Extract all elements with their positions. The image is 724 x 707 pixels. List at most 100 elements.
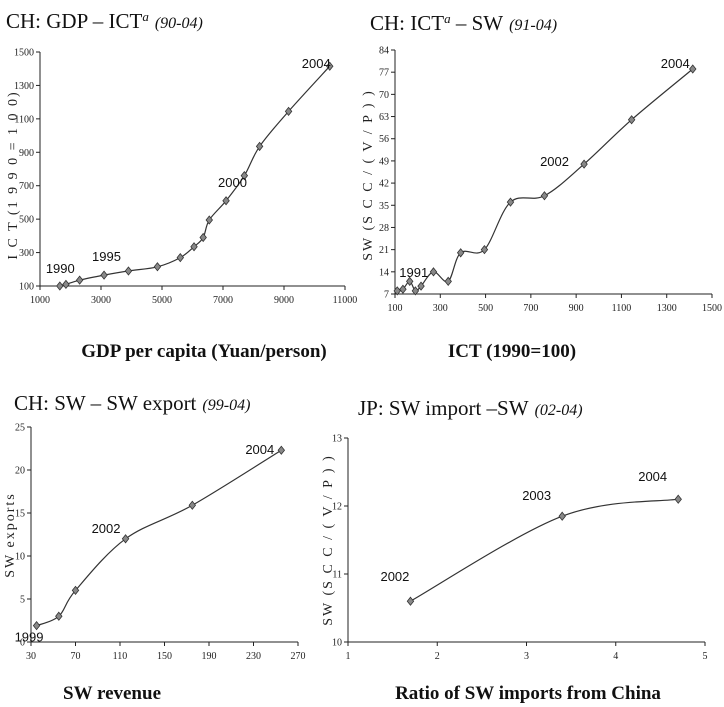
x-tick-label: 1: [346, 651, 351, 662]
data-point: [124, 266, 133, 276]
x-tick-label: 1000: [30, 295, 50, 306]
data-point: [71, 585, 80, 596]
panel-gdp-ict: CH: GDP – ICTa (90-04) GDP per capita (Yu…: [6, 9, 357, 363]
year-annotation: 1991: [399, 265, 428, 280]
y-tick-label: 77: [379, 68, 389, 79]
y-tick-label: 1100: [14, 114, 34, 125]
data-point: [255, 141, 264, 152]
y-axis-label: I C T (1 9 9 0 = 1 0 0): [6, 90, 21, 259]
year-annotation: 1990: [46, 261, 75, 276]
y-tick-label: 28: [379, 223, 389, 234]
data-point: [190, 242, 198, 252]
x-tick-label: 700: [523, 303, 538, 314]
y-tick-label: 70: [379, 90, 389, 101]
data-point: [393, 286, 401, 296]
year-annotation: 2004: [638, 469, 667, 484]
year-annotation: 1999: [15, 630, 44, 645]
x-tick-label: 230: [246, 651, 261, 662]
x-tick-label: 500: [478, 303, 493, 314]
panel-ict-sw: CH: ICTa – SW (91-04) ICT (1990=100) SW (…: [361, 11, 722, 363]
year-annotation: 2004: [302, 56, 331, 71]
y-tick-label: 0: [20, 638, 25, 649]
y-tick-label: 20: [15, 466, 25, 477]
y-tick-label: 25: [15, 423, 25, 434]
title-period: (02-04): [535, 402, 583, 419]
year-annotation: 2002: [380, 569, 409, 584]
data-point: [506, 197, 515, 207]
y-tick-label: 13: [332, 434, 342, 445]
x-tick-label: 270: [291, 651, 306, 662]
y-tick-label: 300: [19, 248, 34, 259]
data-point: [222, 196, 230, 206]
y-tick-label: 12: [332, 502, 342, 513]
series-line: [410, 498, 679, 602]
y-axis-label: SW (S C C / ( V / P ) ): [321, 454, 336, 626]
y-tick-label: 100: [19, 282, 34, 293]
year-annotation: 2000: [218, 175, 247, 190]
y-tick-label: 700: [19, 181, 34, 192]
y-tick-label: 63: [379, 112, 389, 123]
x-tick-label: 30: [26, 651, 36, 662]
panel-title: CH: ICTa – SW (91-04): [370, 11, 557, 36]
title-superscript: a: [444, 11, 451, 26]
title-text: CH: ICT: [370, 11, 444, 35]
data-point: [326, 61, 334, 71]
data-point: [75, 275, 84, 285]
title-superscript: a: [142, 9, 149, 24]
y-tick-label: 11: [332, 570, 342, 581]
x-tick-label: 1500: [702, 303, 722, 314]
data-point: [240, 171, 249, 181]
x-tick-label: 3: [524, 651, 529, 662]
data-point: [580, 159, 588, 169]
data-point: [480, 244, 489, 255]
y-tick-label: 900: [19, 148, 34, 159]
data-point: [456, 248, 465, 258]
year-annotation: 1995: [92, 249, 121, 264]
data-point: [153, 262, 162, 272]
y-tick-label: 84: [379, 46, 389, 57]
data-point: [284, 106, 293, 116]
x-tick-label: 1100: [612, 303, 632, 314]
x-tick-label: 1300: [657, 303, 677, 314]
data-point: [411, 286, 420, 296]
y-tick-label: 15: [15, 509, 25, 520]
y-tick-label: 500: [19, 215, 34, 226]
x-tick-label: 900: [569, 303, 584, 314]
panel-sw-export: CH: SW – SW export (99-04) SW revenue SW …: [3, 391, 306, 704]
data-point: [674, 494, 682, 504]
title-tail: – SW: [451, 11, 504, 35]
title-text: CH: SW – SW export: [14, 391, 197, 415]
data-point: [199, 232, 207, 243]
panel-title: CH: SW – SW export (99-04): [14, 391, 250, 415]
panel-title: CH: GDP – ICTa (90-04): [6, 9, 203, 34]
y-tick-label: 1300: [14, 81, 34, 92]
x-tick-label: 2: [435, 651, 440, 662]
data-point: [176, 252, 185, 263]
title-period: (99-04): [202, 397, 250, 414]
x-tick-label: 5000: [152, 295, 172, 306]
title-period: (90-04): [155, 15, 203, 32]
x-tick-label: 7000: [213, 295, 233, 306]
y-tick-label: 5: [20, 595, 25, 606]
data-point: [406, 276, 414, 286]
x-tick-label: 5: [703, 651, 708, 662]
panel-jp-sw-import: JP: SW import –SW (02-04) Ratio of SW imp…: [321, 396, 708, 704]
data-point: [55, 611, 63, 621]
data-point: [205, 215, 213, 225]
x-tick-label: 11000: [333, 295, 358, 306]
x-tick-label: 70: [71, 651, 81, 662]
data-point: [100, 270, 108, 280]
data-point: [558, 511, 566, 521]
y-tick-label: 21: [379, 245, 389, 256]
data-point: [417, 281, 425, 291]
data-point: [689, 64, 697, 74]
x-axis-label: ICT (1990=100): [448, 341, 576, 362]
data-point: [188, 500, 197, 510]
y-axis-label: SW (S C C / ( V / P ) ): [361, 89, 376, 261]
year-annotation: 2004: [245, 442, 274, 457]
x-tick-label: 190: [202, 651, 217, 662]
data-point: [444, 276, 452, 286]
x-tick-label: 300: [433, 303, 448, 314]
title-text: JP: SW import –SW: [358, 396, 529, 420]
